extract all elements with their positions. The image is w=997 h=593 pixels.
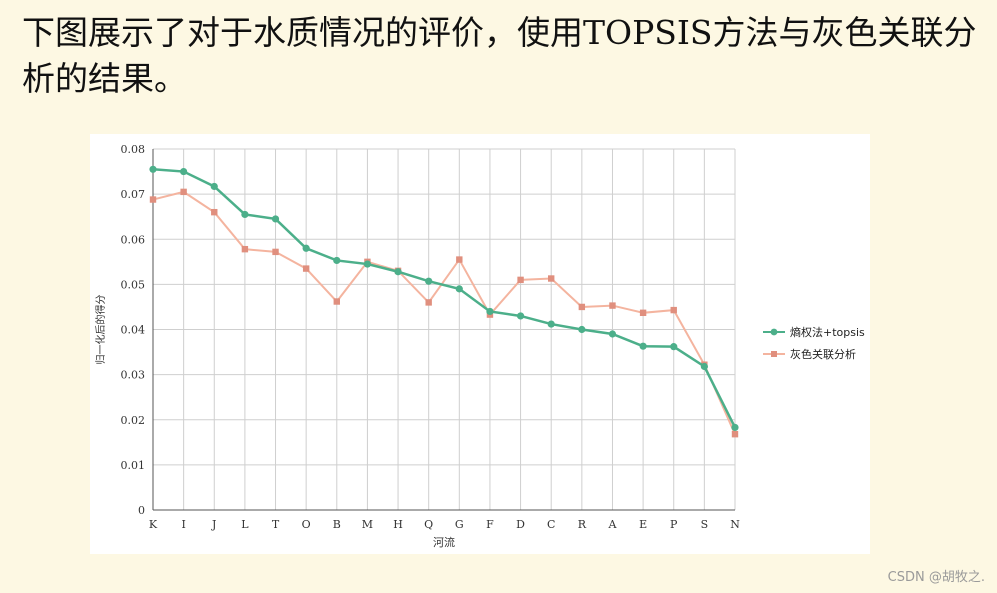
series-1-point [516, 312, 525, 320]
legend-marker-1 [770, 328, 778, 336]
x-tick-label: K [149, 518, 158, 531]
x-tick-label: O [302, 518, 311, 531]
series-1-point [210, 182, 218, 191]
x-tick-label: G [455, 518, 464, 531]
x-tick-label: M [362, 518, 373, 531]
series-1-point [608, 330, 617, 338]
series-2-point [241, 245, 249, 253]
series-1-point [547, 320, 555, 328]
series-2-point [272, 248, 279, 256]
series-1-point [670, 343, 678, 351]
x-tick-label: T [272, 518, 280, 531]
chart-container: 0 0.01 0.02 0.03 0.04 0.05 0.06 0.07 0.08 K I J L T O B… [90, 134, 870, 554]
legend-marker-2 [771, 351, 777, 357]
y-tick-label: 0 [138, 504, 145, 517]
y-tick-label: 0.03 [121, 369, 146, 382]
series-2-point [180, 188, 187, 196]
series-1-point [425, 277, 433, 285]
series-1-point [578, 325, 586, 334]
legend-label-1: 熵权法+topsis [790, 325, 865, 339]
x-tick-label: I [181, 518, 185, 531]
x-tick-label: B [333, 518, 341, 531]
x-tick-label: H [393, 518, 403, 531]
series-2-point [425, 299, 432, 306]
y-tick-label: 0.04 [121, 324, 146, 337]
legend-label-2: 灰色关联分析 [790, 347, 856, 361]
x-tick-label: A [607, 518, 617, 531]
x-axis-label: 河流 [433, 535, 455, 549]
series-1-point [333, 256, 341, 265]
series-2-point [517, 276, 524, 284]
y-tick-label: 0.01 [121, 459, 146, 472]
y-tick-label: 0.06 [121, 233, 146, 246]
x-tick-label: J [211, 518, 216, 531]
watermark: CSDN @胡牧之. [887, 570, 985, 585]
y-tick-label: 0.02 [121, 414, 146, 427]
series-1-point [271, 215, 280, 223]
line-chart: 0 0.01 0.02 0.03 0.04 0.05 0.06 0.07 0.08 K I J L T O B… [94, 143, 865, 549]
series-2-point [578, 303, 586, 311]
series-line-2 [152, 190, 736, 435]
series-1-point [455, 285, 463, 293]
series-2-point [333, 298, 340, 305]
series-1-point [394, 268, 402, 276]
series-2-point [211, 208, 218, 216]
series-2-point [670, 306, 677, 314]
series-2-point [639, 309, 647, 317]
series-1-point [180, 167, 188, 176]
series-1-point [302, 244, 310, 252]
series-line-1 [152, 168, 737, 428]
x-tick-label: E [639, 518, 647, 531]
x-tick-label: C [547, 518, 555, 531]
series-1-point [486, 307, 494, 316]
x-tick-label: D [516, 518, 525, 531]
y-tick-label: 0.08 [121, 143, 146, 156]
series-2-point [609, 302, 616, 309]
series-2-point [456, 256, 463, 263]
x-tick-label: L [241, 518, 249, 531]
y-tick-label: 0.05 [121, 278, 146, 291]
series-1-point [731, 423, 739, 432]
x-tick-label: P [670, 518, 678, 531]
series-1-point [700, 362, 708, 371]
series-2-point [548, 275, 555, 282]
series-1-point [639, 342, 647, 350]
y-axis-label: 归一化后的得分 [94, 295, 107, 365]
series-2-point [302, 265, 310, 272]
y-tick-label: 0.07 [121, 188, 146, 201]
series-1-point [241, 210, 249, 219]
series-2-point [149, 196, 157, 203]
x-tick-label: N [730, 518, 740, 531]
series-1-point [149, 165, 157, 173]
series-2-point [731, 430, 739, 438]
heading-text: 下图展示了对于水质情况的评价，使用TOPSIS方法与灰色关联分析的结果。 [22, 13, 977, 98]
x-tick-label: R [578, 518, 587, 531]
x-tick-label: F [486, 518, 494, 531]
x-tick-label: Q [424, 518, 433, 531]
x-tick-label: S [701, 518, 709, 531]
series-1-point [363, 260, 372, 268]
